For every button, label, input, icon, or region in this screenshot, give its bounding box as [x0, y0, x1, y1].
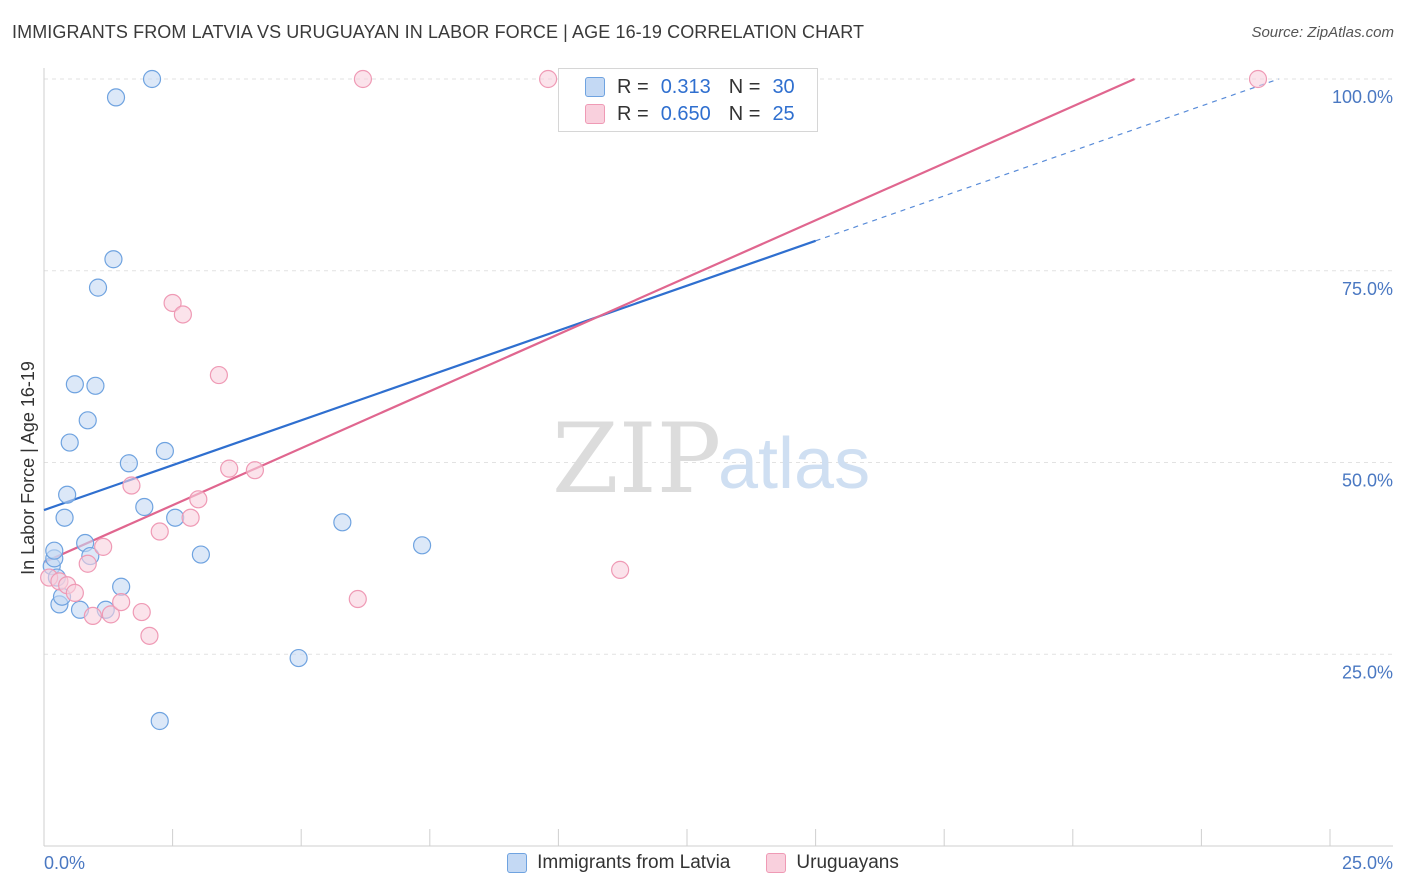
- point-uruguayans: [83, 606, 102, 626]
- legend-n-label: N =: [728, 75, 761, 98]
- point-latvia: [112, 577, 131, 596]
- y-tick-label: 50.0%: [1342, 471, 1393, 491]
- point-uruguayans: [122, 476, 141, 495]
- point-uruguayans: [348, 589, 367, 609]
- source-label: Source: ZipAtlas.com: [1251, 24, 1394, 41]
- legend-r-value: 0.650: [660, 102, 711, 125]
- tick-labels: 100.0% 75.0% 50.0% 25.0% 0.0% 25.0%: [44, 87, 1393, 873]
- watermark: ZIP atlas: [552, 403, 870, 515]
- point-latvia: [55, 508, 74, 527]
- point-uruguayans: [132, 602, 151, 622]
- point-uruguayans: [101, 605, 120, 624]
- point-uruguayans: [209, 365, 228, 385]
- point-uruguayans: [245, 461, 265, 480]
- legend-r-label: R =: [617, 102, 649, 125]
- watermark-atlas: atlas: [718, 424, 870, 504]
- legend-swatch-latvia: [585, 77, 605, 97]
- point-latvia: [86, 376, 105, 395]
- point-latvia: [78, 411, 97, 430]
- x-tick-label: 0.0%: [44, 853, 85, 873]
- series-legend: Immigrants from Latvia Uruguayans: [0, 852, 1406, 874]
- point-uruguayans: [353, 69, 373, 89]
- legend-label-uruguayans: Uruguayans: [796, 852, 899, 873]
- trend-line-extension: [815, 78, 1279, 242]
- trend-lines: [43, 77, 1279, 564]
- correlation-legend: R = 0.313 N = 30 R = 0.650 N = 25: [558, 68, 818, 132]
- point-uruguayans: [112, 592, 131, 612]
- point-latvia: [65, 375, 84, 394]
- point-uruguayans: [220, 459, 239, 478]
- point-uruguayans: [78, 554, 97, 573]
- legend-n-value: 30: [772, 75, 795, 98]
- legend-n-label: N =: [728, 102, 761, 125]
- legend-item-uruguayans: Uruguayans: [766, 852, 899, 874]
- point-latvia: [191, 545, 210, 564]
- point-uruguayans: [94, 537, 113, 556]
- point-latvia: [104, 250, 123, 269]
- legend-swatch-uruguayans: [766, 853, 787, 873]
- chart-title: IMMIGRANTS FROM LATVIA VS URUGUAYAN IN L…: [12, 22, 865, 42]
- point-uruguayans: [181, 508, 200, 527]
- point-uruguayans: [140, 626, 159, 645]
- legend-r-label: R =: [617, 75, 649, 98]
- point-uruguayans: [173, 305, 192, 324]
- point-uruguayans: [539, 69, 558, 89]
- point-latvia: [119, 454, 138, 473]
- point-latvia: [88, 278, 108, 297]
- legend-n-value: 25: [772, 102, 795, 125]
- legend-r-value: 0.313: [660, 75, 711, 98]
- point-latvia: [150, 711, 169, 731]
- point-latvia: [412, 536, 432, 555]
- point-latvia: [142, 69, 162, 89]
- legend-row-uruguayans: R = 0.650 N = 25: [585, 101, 795, 127]
- data-points: [40, 69, 1268, 731]
- y-tick-label: 25.0%: [1342, 662, 1393, 682]
- point-latvia: [289, 648, 308, 668]
- legend-item-latvia: Immigrants from Latvia: [507, 852, 730, 874]
- point-latvia: [166, 508, 185, 527]
- y-tick-label: 75.0%: [1342, 279, 1393, 299]
- point-latvia: [333, 513, 352, 532]
- point-uruguayans: [611, 560, 630, 579]
- legend-row-latvia: R = 0.313 N = 30: [585, 74, 795, 100]
- point-latvia: [60, 433, 79, 452]
- point-latvia: [106, 88, 126, 107]
- point-uruguayans: [163, 293, 182, 313]
- grid-lines: [44, 78, 1395, 655]
- point-uruguayans: [189, 490, 208, 509]
- trend-line: [43, 239, 816, 512]
- legend-swatch-uruguayans: [585, 104, 605, 124]
- point-latvia: [135, 497, 154, 517]
- point-uruguayans: [1248, 69, 1268, 89]
- y-tick-label: 100.0%: [1332, 87, 1393, 107]
- axes: [43, 68, 1393, 847]
- x-tick-label: 25.0%: [1342, 853, 1393, 873]
- trend-line: [43, 77, 1135, 564]
- legend-label-latvia: Immigrants from Latvia: [537, 852, 731, 873]
- y-axis-title: In Labor Force | Age 16-19: [18, 361, 38, 575]
- point-latvia: [45, 541, 64, 560]
- point-uruguayans: [150, 522, 169, 541]
- point-latvia: [58, 485, 77, 504]
- watermark-zip: ZIP: [552, 403, 721, 515]
- point-latvia: [155, 441, 174, 461]
- point-uruguayans: [65, 583, 84, 602]
- legend-swatch-latvia: [507, 853, 528, 873]
